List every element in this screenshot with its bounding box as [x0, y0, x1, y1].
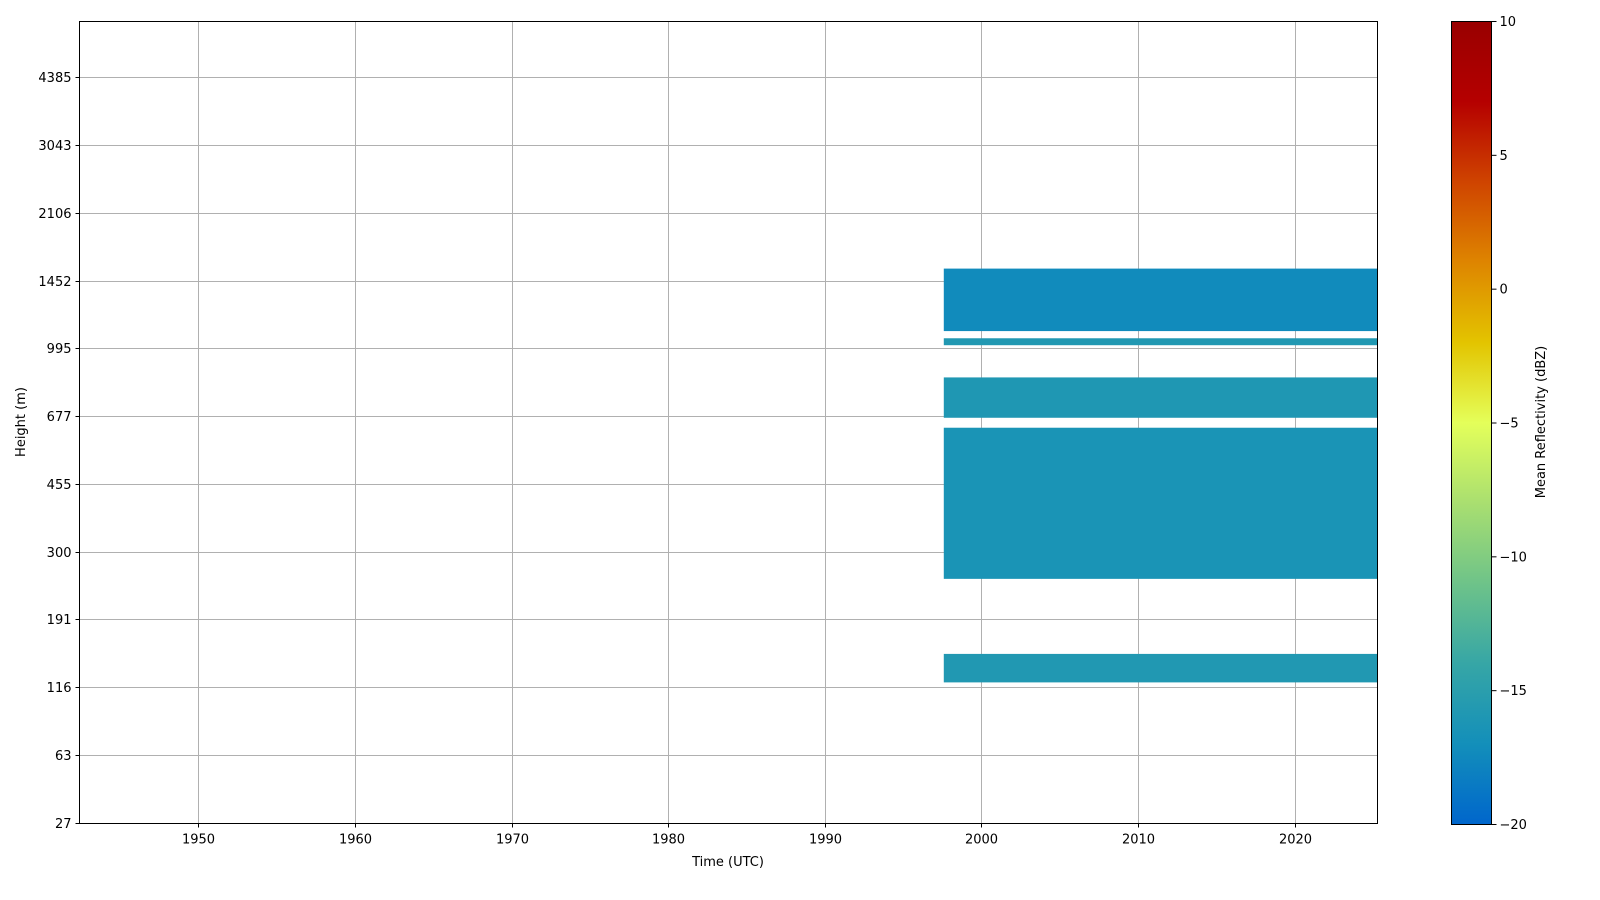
- reflectivity-band: [943, 427, 1378, 579]
- reflectivity-band: [943, 268, 1378, 332]
- y-tick-label: 63: [55, 749, 72, 764]
- y-axis-ticks: 27 63 116 191 300 455 677 995 1452 2106 3043 4385: [38, 71, 80, 832]
- x-tick-label: 2020: [1279, 833, 1312, 848]
- grid-layer: [79, 21, 1378, 824]
- y-tick-label: 27: [55, 817, 72, 832]
- y-tick-label: 1452: [38, 275, 71, 290]
- x-axis-label: Time (UTC): [691, 855, 764, 870]
- colorbar: [1451, 21, 1492, 825]
- colorbar-tick-label: 10: [1500, 15, 1517, 30]
- y-tick-label: 116: [47, 681, 72, 696]
- y-tick-label: 995: [47, 342, 72, 357]
- y-tick-label: 300: [47, 546, 72, 561]
- y-tick-label: 455: [47, 478, 72, 493]
- x-tick-label: 1950: [182, 833, 215, 848]
- colorbar-tick-label: −10: [1500, 550, 1527, 565]
- y-tick-label: 4385: [38, 71, 71, 86]
- colorbar-tick-label: −15: [1500, 684, 1527, 699]
- reflectivity-band: [943, 338, 1378, 346]
- y-axis-label: Height (m): [14, 387, 29, 457]
- y-tick-label: 677: [47, 410, 72, 425]
- y-tick-label: 3043: [38, 139, 71, 154]
- reflectivity-band: [943, 377, 1378, 418]
- y-tick-label: 191: [47, 613, 72, 628]
- colorbar-tick-label: 5: [1500, 149, 1508, 164]
- colorbar-tick-label: −20: [1500, 818, 1527, 833]
- colorbar-tick-label: −5: [1500, 417, 1519, 432]
- x-tick-label: 1990: [809, 833, 842, 848]
- x-axis-ticks: 1950 1960 1970 1980 1990 2000 2010 2020: [182, 823, 1312, 848]
- x-tick-label: 1970: [496, 833, 529, 848]
- colorbar-ticks: 10 5 0 −5 −10 −15 −20: [1491, 15, 1527, 833]
- y-tick-label: 2106: [38, 207, 71, 222]
- x-tick-label: 2000: [965, 833, 998, 848]
- x-tick-label: 1960: [339, 833, 372, 848]
- colorbar-tick-label: 0: [1500, 283, 1508, 298]
- colorbar-label: Mean Reflectivity (dBZ): [1534, 346, 1549, 499]
- reflectivity-bands: [943, 268, 1378, 683]
- x-tick-label: 1980: [652, 833, 685, 848]
- reflectivity-band: [943, 653, 1378, 683]
- x-tick-label: 2010: [1122, 833, 1155, 848]
- plot-frame: [79, 21, 1378, 824]
